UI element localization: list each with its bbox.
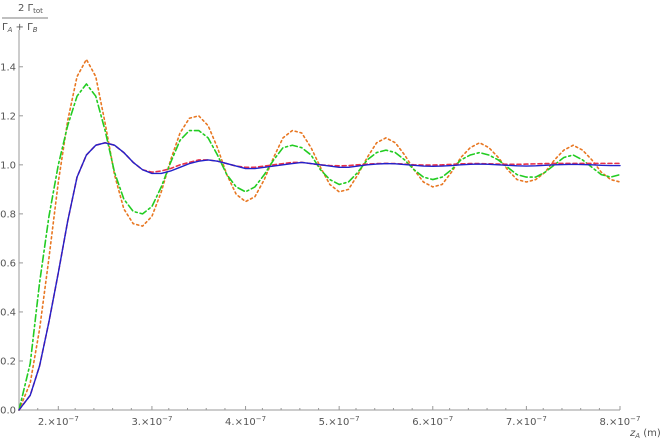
y-axis-ticks: 0.0 0.2 0.4 0.6 0.8 1.0 1.2 1.4 xyxy=(0,62,23,417)
y-axis-title: 2 Γtot ΓA + ΓB xyxy=(2,3,48,34)
y-axis-title-denominator: ΓA + ΓB xyxy=(2,22,38,34)
x-tick-label: 5.×10−7 xyxy=(319,415,360,428)
x-tick-label: 4.×10−7 xyxy=(225,415,266,428)
y-tick-label: 1.4 xyxy=(0,62,16,73)
x-axis-ticks: 2.×10−7 3.×10−7 4.×10−7 5.×10−7 6.×10−7 7.×10… xyxy=(37,406,641,428)
x-axis-title: zA (m) xyxy=(629,428,660,440)
series-line-3 xyxy=(18,141,621,411)
y-tick-label: 0.4 xyxy=(0,307,16,318)
series-line-1 xyxy=(18,58,621,411)
series-line-4 xyxy=(18,142,621,411)
series-lines xyxy=(18,58,621,411)
y-tick-label: 1.2 xyxy=(0,111,16,122)
x-tick-label: 7.×10−7 xyxy=(506,415,547,428)
x-tick-label: 3.×10−7 xyxy=(131,415,172,428)
series-line-2 xyxy=(18,83,621,411)
y-tick-label: 1.0 xyxy=(0,160,16,171)
y-tick-label: 0.8 xyxy=(0,209,16,220)
y-tick-label: 0.0 xyxy=(0,406,16,417)
x-tick-label: 8.×10−7 xyxy=(600,415,641,428)
y-tick-label: 0.6 xyxy=(0,258,16,269)
y-tick-label: 0.2 xyxy=(0,356,16,367)
y-axis-title-numerator: 2 Γtot xyxy=(18,3,43,15)
x-tick-label: 6.×10−7 xyxy=(412,415,453,428)
x-tick-label: 2.×10−7 xyxy=(38,415,79,428)
